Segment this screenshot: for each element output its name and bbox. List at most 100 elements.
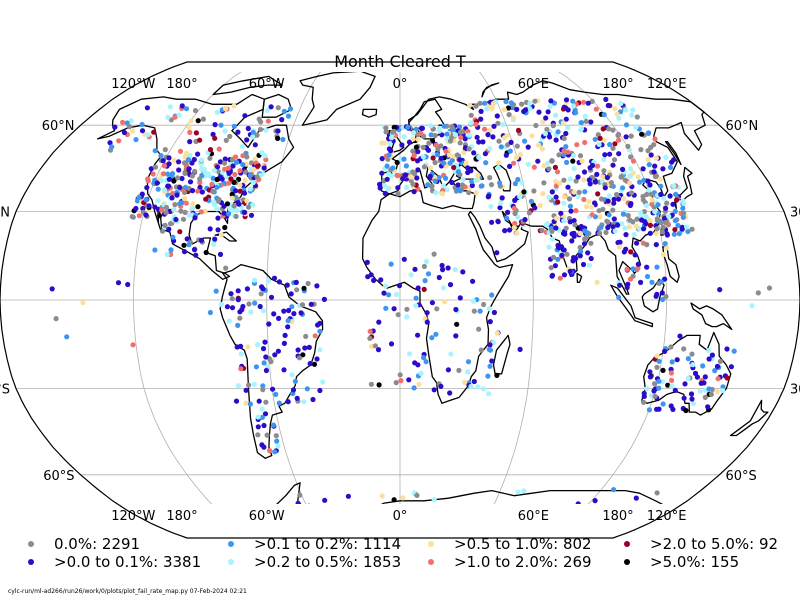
station-point (490, 101, 496, 107)
station-point (553, 194, 559, 200)
station-point (581, 241, 588, 247)
station-point (629, 112, 635, 118)
station-point (219, 176, 225, 182)
station-point (109, 144, 115, 150)
station-point (602, 152, 608, 158)
station-point (312, 333, 318, 339)
station-point (250, 134, 256, 140)
station-point (640, 197, 646, 203)
station-point (667, 193, 673, 199)
station-point (573, 110, 579, 116)
station-point (195, 151, 201, 157)
station-point (648, 191, 654, 197)
station-point (561, 194, 567, 200)
station-point (647, 374, 654, 380)
station-point (447, 282, 454, 288)
station-point (495, 165, 501, 171)
station-point (505, 209, 511, 215)
station-point (187, 179, 194, 185)
station-point (346, 506, 351, 511)
station-point (455, 169, 461, 175)
station-point (641, 393, 647, 399)
station-point (571, 218, 577, 224)
station-point (512, 197, 518, 203)
station-point (231, 203, 237, 209)
station-point (596, 141, 602, 147)
station-point (628, 249, 634, 255)
station-point (418, 125, 424, 131)
station-point (664, 231, 670, 237)
station-point (690, 362, 696, 368)
legend-item: >0.1 to 0.2%: 1114 (228, 535, 401, 553)
station-point (581, 169, 588, 175)
station-point (507, 163, 513, 169)
station-point (250, 202, 256, 208)
station-point (561, 148, 567, 154)
station-point (614, 111, 620, 117)
station-point (166, 226, 172, 232)
station-point (195, 204, 201, 210)
station-point (428, 123, 434, 129)
station-point (215, 227, 221, 233)
station-point (658, 220, 664, 226)
station-point (643, 213, 649, 219)
station-point (611, 200, 617, 206)
station-point (250, 129, 256, 136)
station-point (521, 189, 527, 195)
station-point (580, 177, 587, 183)
legend-marker-icon (624, 541, 630, 547)
station-point (601, 156, 607, 163)
station-point (388, 148, 394, 154)
station-point (669, 377, 675, 383)
station-point (522, 217, 528, 223)
station-point (654, 490, 660, 496)
station-point (607, 151, 613, 157)
station-point (513, 154, 520, 161)
station-point (728, 364, 735, 370)
station-point (144, 105, 150, 111)
station-point (375, 347, 382, 353)
coastline-arabia-gulf (501, 210, 522, 230)
station-point (571, 233, 577, 239)
station-point (317, 347, 323, 353)
coastline-new-zealand (729, 399, 769, 437)
station-point (475, 173, 481, 179)
station-point (457, 157, 463, 163)
station-point (273, 433, 279, 439)
station-point (655, 202, 661, 208)
station-point (315, 322, 321, 328)
station-point (223, 265, 229, 271)
station-point (189, 188, 196, 194)
station-point (128, 118, 134, 124)
station-point (641, 226, 647, 232)
station-point (285, 318, 291, 324)
station-point (248, 309, 254, 315)
station-point (405, 124, 411, 130)
station-point (606, 126, 612, 132)
station-point (460, 269, 466, 275)
station-point (651, 388, 657, 394)
station-point (627, 202, 634, 208)
station-point (617, 282, 623, 288)
station-point (465, 369, 471, 375)
legend-item: 0.0%: 2291 (28, 535, 140, 553)
station-point (433, 190, 439, 196)
station-point (466, 189, 472, 196)
station-point (623, 107, 629, 113)
station-point (307, 503, 311, 504)
station-point (709, 352, 716, 358)
station-point (689, 396, 695, 402)
station-point (292, 378, 298, 384)
station-point (521, 488, 527, 494)
station-point (386, 152, 392, 158)
station-point (425, 182, 431, 188)
station-point (280, 136, 286, 143)
station-point (491, 309, 497, 316)
station-point (431, 497, 437, 503)
station-point (633, 495, 639, 501)
station-point (236, 201, 242, 207)
coastline-madagascar (492, 334, 511, 375)
station-point (207, 155, 213, 161)
graticule (0, 72, 800, 504)
station-point (494, 372, 500, 378)
